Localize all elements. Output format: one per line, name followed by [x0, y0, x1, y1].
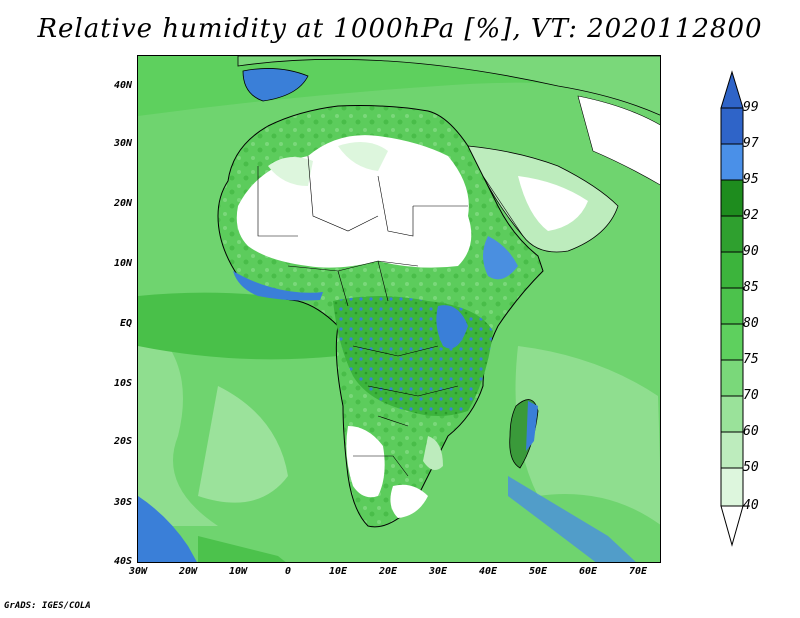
lat-label-40n: 40N — [113, 80, 132, 91]
lat-label-30s: 30S — [113, 497, 132, 508]
colorbar-segment-92-95 — [720, 179, 744, 217]
colorbar-label-60: 60 — [743, 424, 759, 439]
humidity-map — [138, 56, 660, 562]
credit-text: GrADS: IGES/COLA — [4, 601, 91, 611]
colorbar-segment-70-75 — [720, 359, 744, 397]
lon-label-10w: 10W — [228, 566, 248, 577]
lon-label-20e: 20E — [378, 566, 398, 577]
colorbar-label-85: 85 — [743, 280, 759, 295]
lon-label-60e: 60E — [578, 566, 598, 577]
lon-label-20w: 20W — [178, 566, 198, 577]
map-panel — [137, 55, 661, 563]
lon-label-10e: 10E — [328, 566, 348, 577]
colorbar-top-arrow — [720, 70, 744, 109]
colorbar-label-50: 50 — [743, 460, 759, 475]
lat-label-eq: EQ — [119, 318, 132, 329]
lon-label-30w: 30W — [128, 566, 148, 577]
lat-label-10s: 10S — [113, 378, 132, 389]
lat-label-20s: 20S — [113, 436, 132, 447]
colorbar-segment-75-80 — [720, 323, 744, 361]
lon-label-70e: 70E — [628, 566, 648, 577]
colorbar-label-70: 70 — [743, 388, 759, 403]
colorbar-segment-40-50 — [720, 467, 744, 507]
colorbar-label-97: 97 — [743, 136, 759, 151]
colorbar-segment-97-99 — [720, 107, 744, 145]
lon-label-30e: 30E — [428, 566, 448, 577]
colorbar-label-80: 80 — [743, 316, 759, 331]
colorbar-bottom-arrow — [720, 505, 744, 547]
colorbar-segment-85-90 — [720, 251, 744, 289]
lon-label-40e: 40E — [478, 566, 498, 577]
lon-label-0: 0 — [284, 566, 292, 577]
colorbar-label-75: 75 — [743, 352, 759, 367]
colorbar-label-95: 95 — [743, 172, 759, 187]
colorbar-segment-90-92 — [720, 215, 744, 253]
lat-label-20n: 20N — [113, 198, 132, 209]
colorbar-segment-60-70 — [720, 395, 744, 433]
colorbar-segment-80-85 — [720, 287, 744, 325]
lat-label-30n: 30N — [113, 138, 132, 149]
colorbar-label-92: 92 — [743, 208, 759, 223]
colorbar-segment-50-60 — [720, 431, 744, 469]
colorbar-segment-95-97 — [720, 143, 744, 181]
lat-label-40s: 40S — [113, 556, 132, 567]
lon-label-50e: 50E — [528, 566, 548, 577]
colorbar — [720, 70, 744, 547]
lat-label-10n: 10N — [113, 258, 132, 269]
colorbar-label-40: 40 — [743, 498, 759, 513]
colorbar-label-99: 99 — [743, 100, 759, 115]
map-title: Relative humidity at 1000hPa [%], VT: 20… — [37, 14, 763, 44]
colorbar-label-90: 90 — [743, 244, 759, 259]
